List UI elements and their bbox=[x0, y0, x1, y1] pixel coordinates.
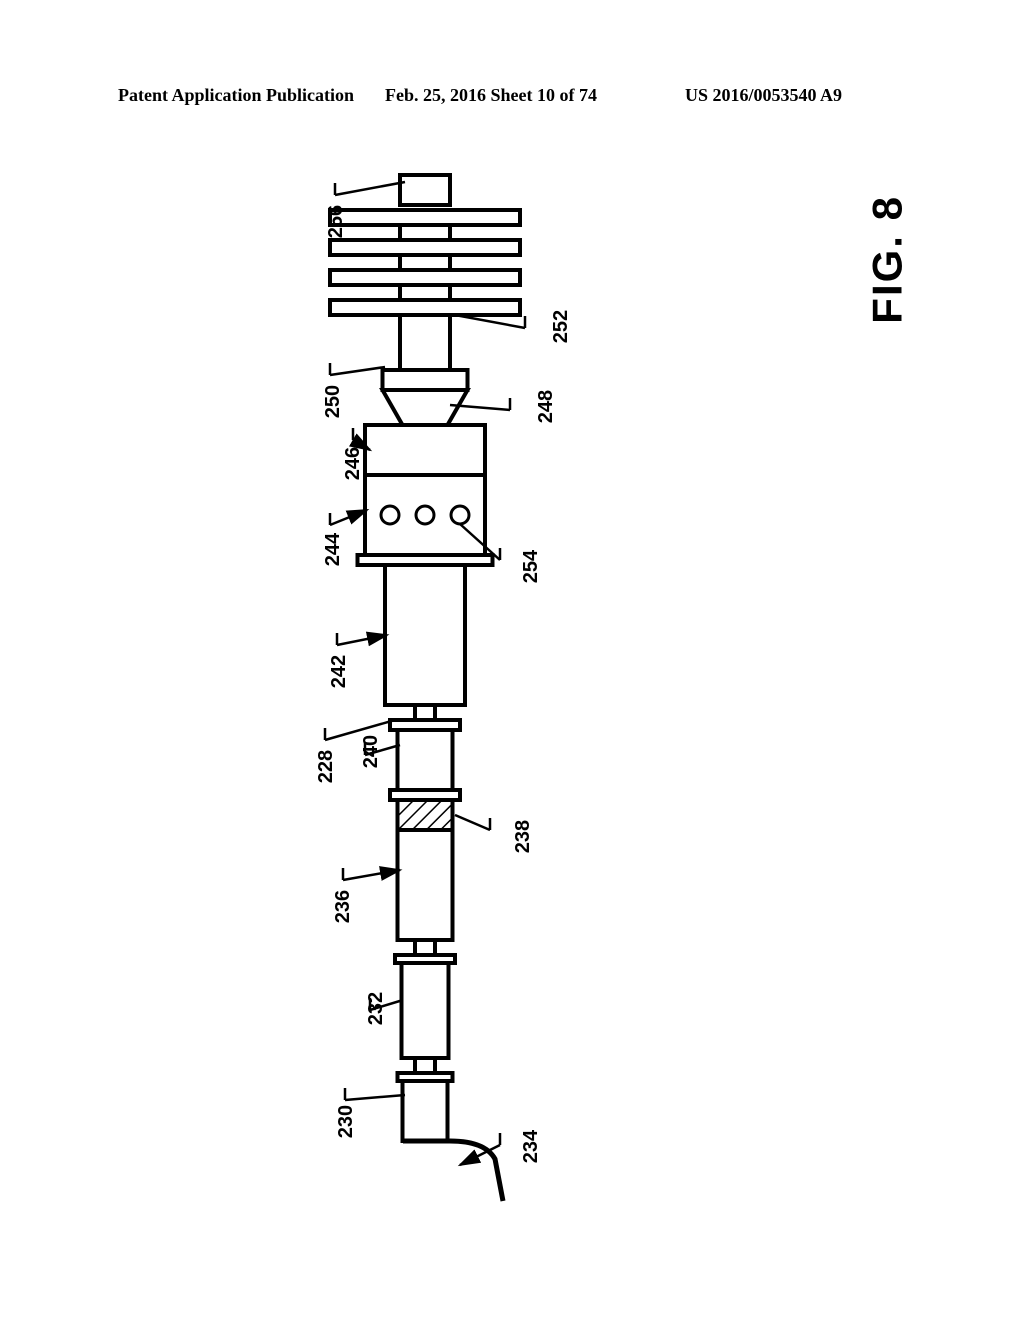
hole-3 bbox=[451, 506, 469, 524]
header-left-text: Patent Application Publication bbox=[118, 85, 354, 106]
fin-shaft-1 bbox=[400, 225, 450, 240]
ref-label-228: 228 bbox=[315, 750, 338, 783]
leader-230 bbox=[345, 1088, 405, 1100]
hatched-238 bbox=[398, 800, 453, 830]
neck-242-240 bbox=[415, 705, 435, 720]
ref-label-248: 248 bbox=[535, 390, 558, 423]
patent-diagram bbox=[275, 160, 575, 1210]
leader-238 bbox=[455, 815, 490, 830]
leader-244 bbox=[330, 510, 367, 525]
ref-label-238: 238 bbox=[512, 820, 535, 853]
ref-label-234: 234 bbox=[520, 1130, 543, 1163]
ref-label-240: 240 bbox=[360, 735, 383, 768]
block-242 bbox=[385, 565, 465, 705]
fin-3 bbox=[330, 270, 520, 285]
ref-label-230: 230 bbox=[335, 1105, 358, 1138]
ref-label-256: 256 bbox=[325, 205, 348, 238]
figure-label: FIG. 8 bbox=[864, 195, 912, 324]
hole-1 bbox=[381, 506, 399, 524]
ref-label-254: 254 bbox=[520, 550, 543, 583]
ref-label-250: 250 bbox=[322, 385, 345, 418]
shaft-after-fins bbox=[400, 315, 450, 370]
ref-label-246: 246 bbox=[342, 447, 365, 480]
block-230 bbox=[403, 1081, 448, 1141]
leader-256 bbox=[335, 182, 405, 195]
leader-250 bbox=[330, 363, 385, 375]
leader-242 bbox=[337, 633, 387, 645]
block-232 bbox=[402, 963, 449, 1058]
neck-232-230 bbox=[415, 1058, 435, 1073]
fin-4 bbox=[330, 300, 520, 315]
fin-2 bbox=[330, 240, 520, 255]
header-right-text: US 2016/0053540 A9 bbox=[685, 85, 842, 106]
leader-236 bbox=[343, 868, 400, 880]
block-246-top bbox=[365, 425, 485, 475]
fin-1 bbox=[330, 210, 520, 225]
hole-2 bbox=[416, 506, 434, 524]
ref-label-252: 252 bbox=[550, 310, 573, 343]
cone bbox=[383, 390, 468, 425]
ref-label-232: 232 bbox=[365, 992, 388, 1025]
block-240 bbox=[398, 730, 453, 790]
fin-shaft-2 bbox=[400, 255, 450, 270]
ref-label-242: 242 bbox=[328, 655, 351, 688]
ref-label-236: 236 bbox=[332, 890, 355, 923]
block-236 bbox=[398, 830, 453, 940]
neck-236-232 bbox=[415, 940, 435, 955]
fin-shaft-3 bbox=[400, 285, 450, 300]
header-center-text: Feb. 25, 2016 Sheet 10 of 74 bbox=[385, 85, 597, 106]
cone-wide bbox=[383, 370, 468, 390]
top-cap bbox=[400, 175, 450, 205]
ref-label-244: 244 bbox=[322, 533, 345, 566]
